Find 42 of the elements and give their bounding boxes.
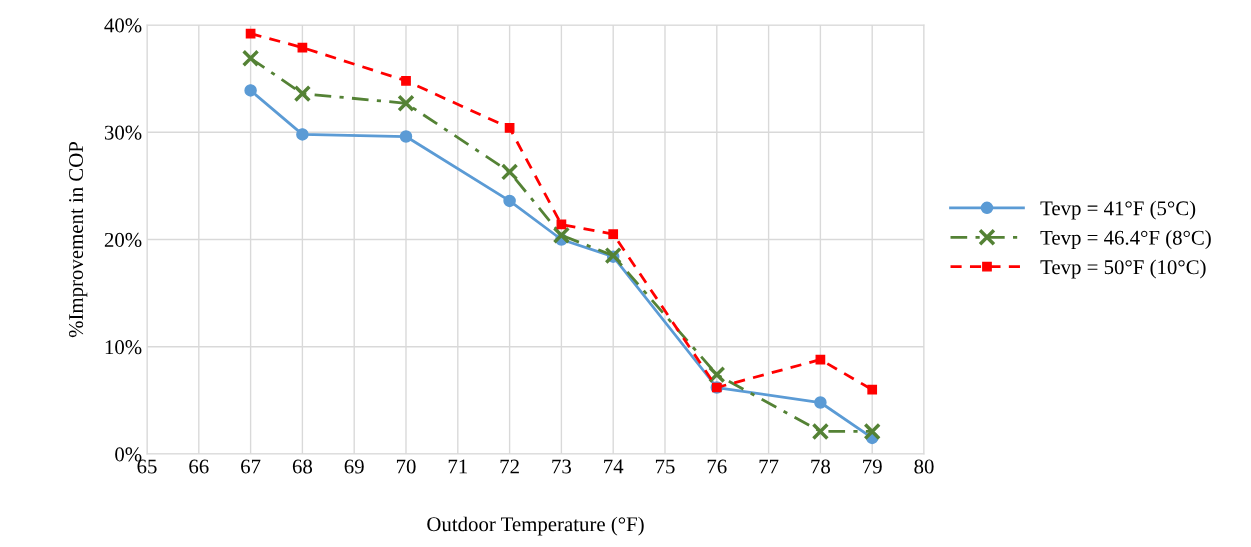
point [296,128,309,141]
y-tick-label: 20% [104,232,142,247]
point [293,84,312,103]
x-tick-label: 71 [448,459,467,474]
y-tick-label: 40% [104,18,142,33]
point [503,194,516,208]
x-tick-label: 69 [344,459,364,474]
x-tick-label: 72 [500,459,519,474]
legend-label: Tevp = 50°F (10°C) [1040,259,1206,279]
point [397,94,415,112]
point [244,84,257,97]
x-tick-label: 74 [604,459,624,474]
legend-label: Tevp = 41°F (5°C) [1040,200,1196,220]
point [863,422,881,441]
y-tick-label: 30% [104,125,142,140]
x-tick-label: 68 [292,459,313,474]
point [401,75,411,86]
x-tick-label: 70 [396,459,416,474]
x-tick-label: 77 [759,459,779,474]
point [811,422,830,441]
x-tick-label: 78 [811,459,831,474]
x-tick-label: 66 [189,459,209,474]
point [608,229,619,239]
point [708,365,726,384]
x-tick-label: 67 [241,459,261,474]
x-tick-label: 75 [655,459,675,474]
point [504,123,515,133]
x-tick-label: 79 [863,459,882,474]
x-tick-label: 73 [552,459,571,474]
y-axis-title: %Improvement in COP [68,141,88,338]
x-tick-label: 76 [707,459,727,474]
point [500,163,519,181]
point [552,226,571,244]
point [399,130,413,143]
point [604,246,622,265]
legend-label: Tevp = 46.4°F (8°C) [1040,230,1211,250]
x-axis-title: Outdoor Temperature (°F) [427,516,644,536]
point [814,396,827,409]
x-tick-label: 80 [914,459,934,474]
point [867,384,878,395]
point [241,49,260,67]
y-tick-label: 10% [105,340,142,355]
